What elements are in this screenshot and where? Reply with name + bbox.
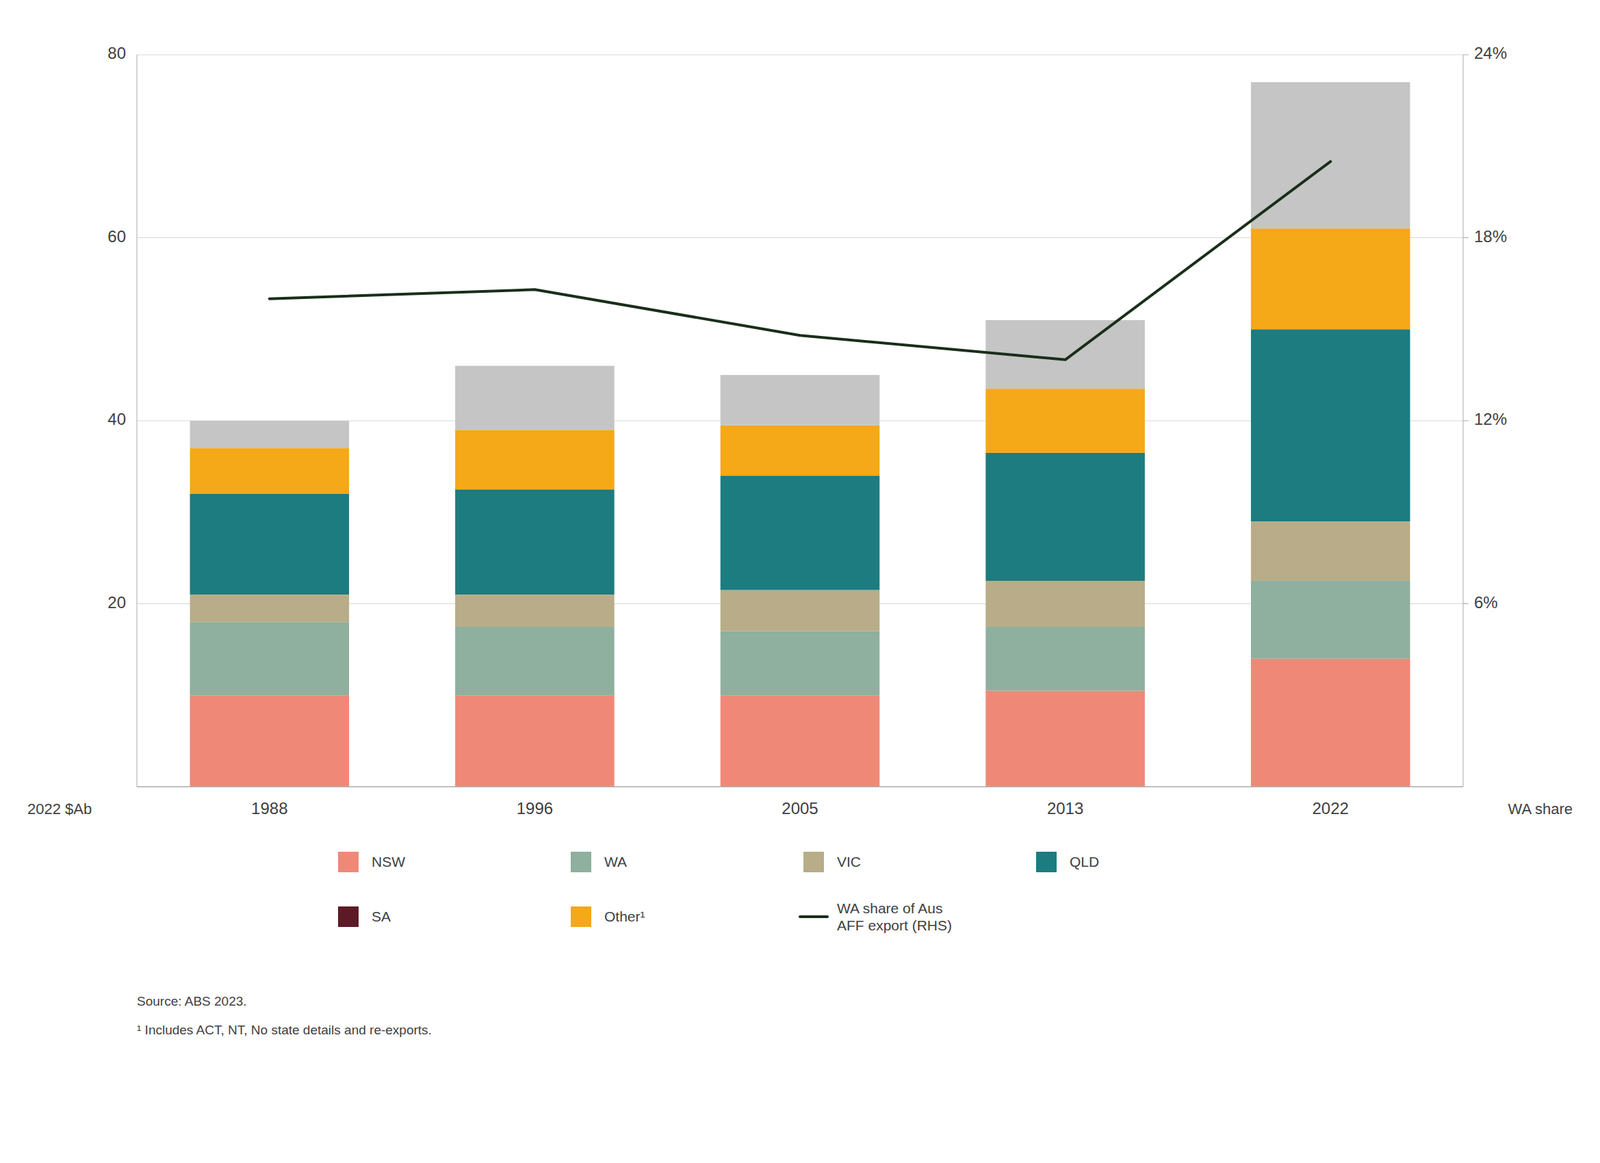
y2-tick-label: 18% (1474, 227, 1507, 246)
bar (190, 448, 350, 495)
plot-area (190, 82, 1411, 787)
legend-swatch (570, 906, 592, 928)
bar (455, 489, 615, 595)
y2-axis-label: WA share (1507, 800, 1573, 818)
grid (136, 54, 1464, 605)
bar (190, 420, 350, 449)
legend-label-line: Other¹ (604, 908, 646, 925)
y2-tick-label: 24% (1474, 43, 1507, 63)
legend-swatch (800, 915, 828, 919)
bar (720, 475, 881, 590)
y-tick-label: 80 (107, 43, 126, 63)
legend-label-line: WA (604, 854, 627, 870)
bar (985, 388, 1145, 454)
y-axis-line (136, 54, 138, 787)
y-axis-label: 2022 $Ab (27, 800, 92, 818)
legend-label-line: VIC (836, 854, 861, 870)
bar (1250, 659, 1411, 787)
x-tick-label: 1996 (516, 799, 553, 818)
legend-swatch (338, 906, 359, 928)
legend-label: QLD (1069, 854, 1100, 870)
legend-label-line: QLD (1069, 854, 1100, 870)
bar (1250, 82, 1411, 229)
bar-series (190, 329, 1411, 595)
bar (985, 691, 1145, 787)
bar (190, 695, 350, 787)
x-tick-label: 2013 (1047, 799, 1084, 818)
x-tick-label: 1988 (251, 799, 288, 818)
grid-line (136, 54, 1464, 56)
y-tick-label: 60 (107, 227, 126, 246)
bar-series (190, 581, 1411, 696)
legend-label: SA (371, 908, 391, 925)
y2-tick (1463, 420, 1469, 422)
legend-label: WA (604, 854, 627, 870)
bar (455, 429, 615, 490)
x-tick-label: 2022 (1312, 799, 1349, 818)
y-tick-label: 40 (107, 409, 126, 429)
x-tick-label: 2005 (781, 799, 818, 818)
bar (985, 453, 1145, 582)
legend-label-line: SA (371, 908, 391, 925)
annotation: Source: ABS 2023. (136, 994, 248, 1009)
y2-tick (1463, 237, 1469, 239)
legend-swatch (803, 852, 824, 873)
bar (1250, 228, 1411, 330)
legend-label-line: WA share of Aus (836, 900, 943, 917)
y2-tick (1463, 54, 1469, 56)
legend-label: VIC (836, 854, 861, 870)
x-axis-line (136, 786, 1464, 788)
bar (720, 375, 881, 426)
bar (1250, 581, 1411, 660)
y2-tick-label: 6% (1474, 593, 1499, 612)
chart: 20 40 60 80 6% 12% 18% 24% 1988 1996 2005 2013 2022 2… (0, 0, 1600, 1163)
legend-label-line: NSW (371, 854, 406, 870)
legend-label: WA share of AusAFF export (RHS) (836, 900, 952, 934)
bar (455, 594, 615, 627)
bar (720, 631, 881, 696)
bar (455, 695, 615, 787)
bar (985, 581, 1145, 627)
bar (1250, 329, 1411, 522)
bar (190, 494, 350, 595)
legend-swatch (1036, 852, 1057, 873)
y2-tick-label: 12% (1474, 409, 1507, 429)
bar (1250, 521, 1411, 582)
legend: NSW WA VIC QLD SA Other¹ WA share of AusAFF ex… (338, 852, 1100, 934)
y2-tick (1463, 603, 1469, 605)
bar (190, 622, 350, 696)
legend-label: Other¹ (604, 908, 646, 925)
bar (720, 425, 881, 477)
bar (720, 589, 881, 631)
y-tick-label: 20 (107, 593, 126, 612)
bar (190, 594, 350, 623)
legend-swatch (338, 852, 359, 873)
legend-label-line: AFF export (RHS) (836, 917, 952, 934)
bar-series (190, 82, 1411, 449)
bar (720, 695, 881, 787)
legend-label: NSW (371, 854, 406, 870)
annotation: ¹ Includes ACT, NT, No state details and… (136, 1023, 432, 1038)
bar (985, 626, 1145, 692)
legend-swatch (570, 852, 592, 873)
bar (455, 366, 615, 431)
bar (455, 626, 615, 696)
bar-series (190, 228, 1411, 495)
line (269, 161, 1331, 360)
